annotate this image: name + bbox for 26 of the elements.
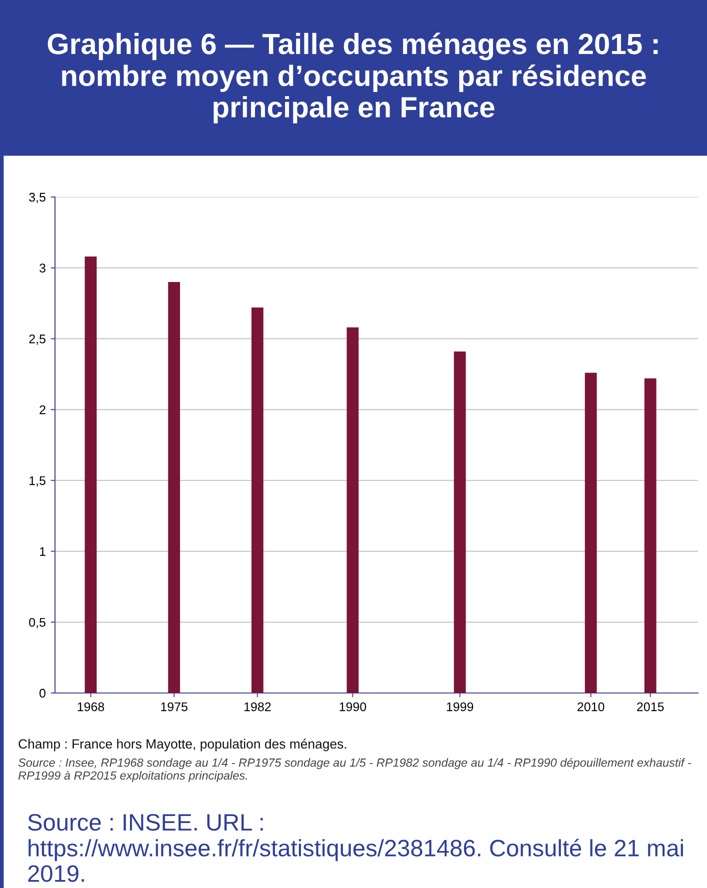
source-note: Source : INSEE. URL : https://www.insee.fr/fr/statistiques/2381486. Consulté le 21 mai 2019. [28,814,683,882]
bar [454,351,466,693]
x-tick-label: 1982 [244,702,271,712]
text: Champ : France hors Mayotte, population des ménages. [18,738,346,752]
x-tick-label: 2015 [637,702,664,712]
y-tick-label: 0 [40,688,46,698]
y-tick-label: 2,5 [29,334,46,345]
x-tick-label: 2010 [578,702,604,712]
x-tick-label: 1975 [161,702,188,712]
x-tick-label: 1968 [78,702,104,712]
x-tick-label: 1999 [446,702,474,712]
source-note: Source : Insee, RP1968 sondage au 1/4 - RP1975 sondage au 1/5 - RP1982 sondage au 1/4 - RP1990 dépouillement exhaustif - RP1999 à RP2015 exploitations principales. [18,758,692,782]
y-tick-label: 0,5 [29,618,46,628]
bar [168,282,180,693]
bar [84,256,97,693]
y-tick-label: 1 [40,547,46,556]
y-tick-label: 3,5 [29,192,46,204]
y-tick-label: 1,5 [30,476,46,487]
y-tick-label: 3 [40,264,46,273]
x-tick-label: 1990 [340,702,366,712]
chart-title: Graphique 6 — Taille des ménages en 2015 : nombre moyen d’occupants par résidence principale en France [48,32,658,124]
y-tick-label: 2 [40,405,46,414]
bar [644,378,656,693]
bar [346,327,359,693]
bar [584,372,597,693]
bar [251,308,264,693]
